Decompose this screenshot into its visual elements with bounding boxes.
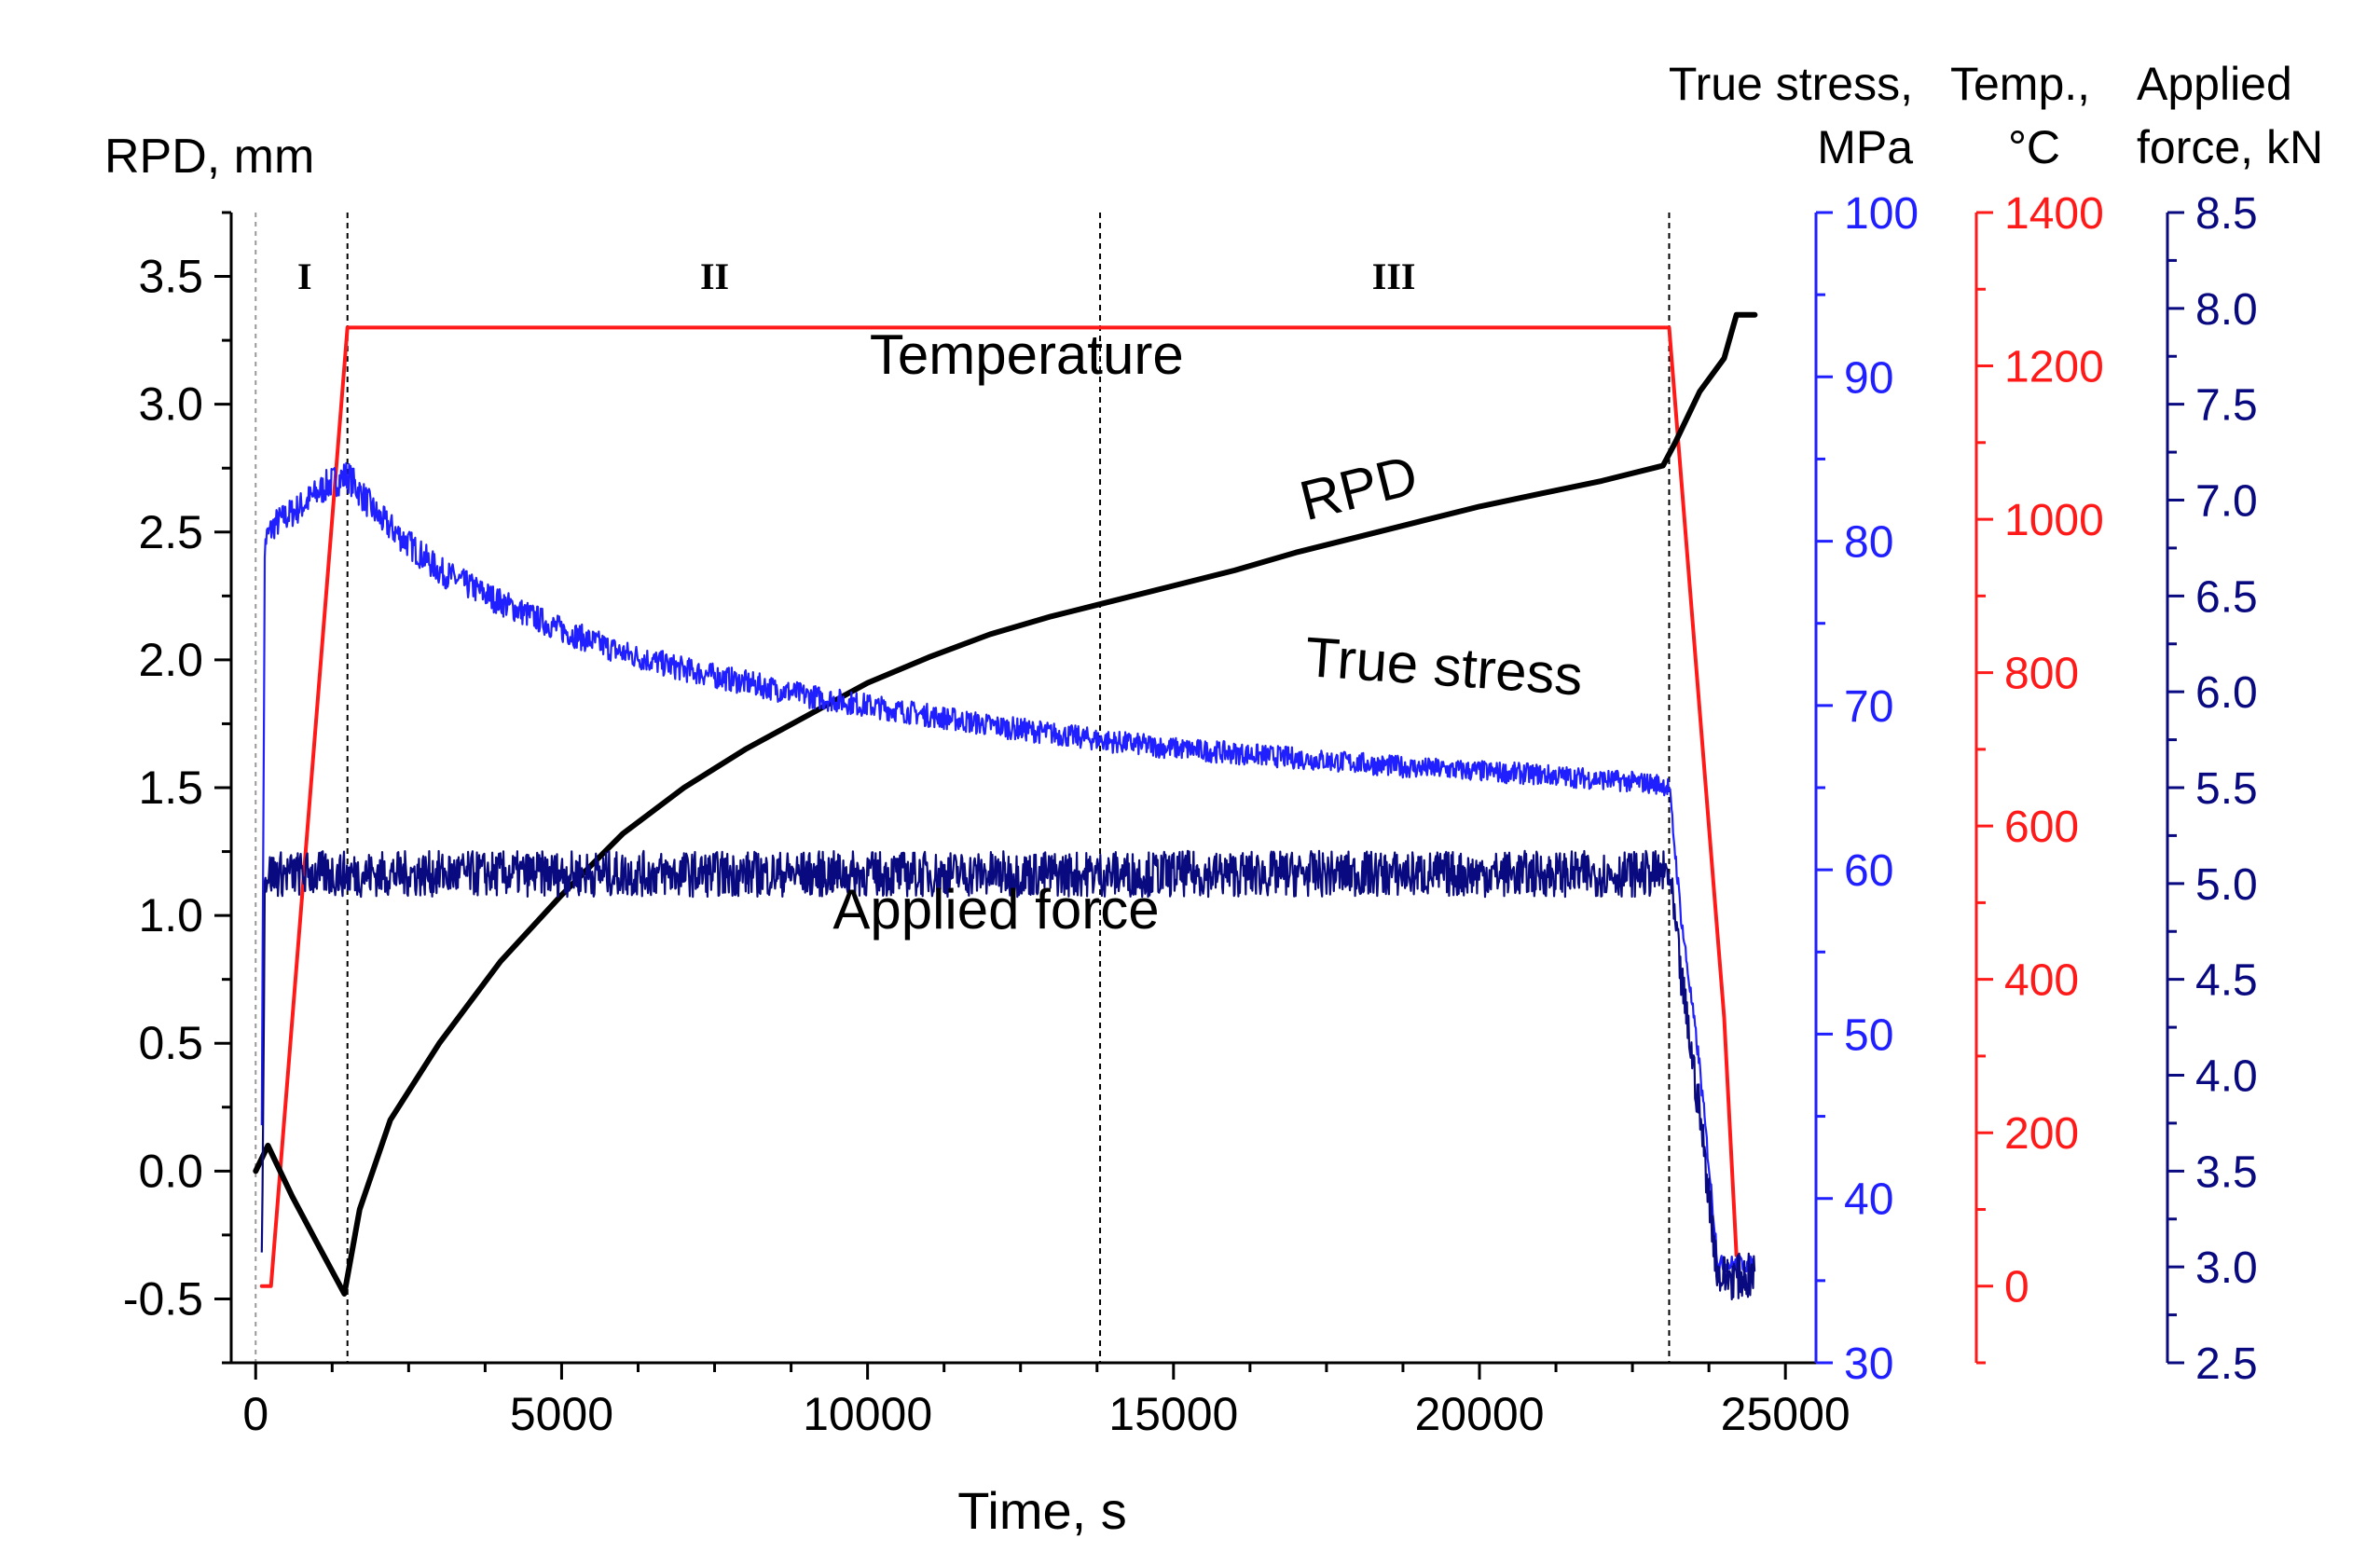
series-applied-force <box>260 849 1756 1301</box>
x-tick-label: 10000 <box>803 1388 932 1440</box>
force-tick-label: 3.0 <box>2195 1243 2258 1293</box>
temp-tick-label: 200 <box>2004 1109 2079 1159</box>
force-axis-title-line2: force, kN <box>2137 121 2323 173</box>
force-tick-label: 7.5 <box>2195 381 2258 431</box>
stress-tick-label: 70 <box>1844 682 1893 732</box>
rpd-tick-label: 3.0 <box>138 378 203 431</box>
stress-tick-label: 90 <box>1844 353 1893 403</box>
force-tick-label: 7.0 <box>2195 477 2258 527</box>
rpd-tick-label: 1.0 <box>138 889 203 941</box>
stress-tick-label: 50 <box>1844 1010 1893 1060</box>
series-true-stress <box>260 461 1756 1274</box>
temp-tick-label: 600 <box>2004 803 2079 852</box>
x-tick-label: 0 <box>242 1388 268 1440</box>
force-tick-label: 4.5 <box>2195 956 2258 1006</box>
stage-label-II: II <box>700 255 729 297</box>
x-tick-label: 15000 <box>1108 1388 1238 1440</box>
force-tick-label: 2.5 <box>2195 1339 2258 1389</box>
x-tick-label: 5000 <box>510 1388 613 1440</box>
rpd-tick-label: 1.5 <box>138 762 203 814</box>
annotation-temperature: Temperature <box>870 323 1184 386</box>
temp-tick-label: 0 <box>2004 1263 2029 1312</box>
stress-tick-label: 60 <box>1844 846 1893 896</box>
force-tick-label: 5.5 <box>2195 764 2258 814</box>
force-tick-label: 8.5 <box>2195 189 2258 239</box>
x-tick-label: 20000 <box>1414 1388 1544 1440</box>
rpd-tick-label: 3.5 <box>138 251 203 303</box>
rpd-tick-label: 2.0 <box>138 634 203 686</box>
force-tick-label: 3.5 <box>2195 1147 2258 1197</box>
force-axis-title-line1: Applied <box>2137 58 2292 110</box>
rpd-tick-label: 0.0 <box>138 1145 203 1197</box>
stress-tick-label: 80 <box>1844 518 1893 568</box>
stress-tick-label: 100 <box>1844 189 1919 239</box>
rpd-tick-label: 2.5 <box>138 506 203 558</box>
stage-label-III: III <box>1372 255 1416 297</box>
temp-axis-title-line1: Temp., <box>1950 58 2090 110</box>
force-tick-label: 4.0 <box>2195 1052 2258 1102</box>
plot-area <box>253 213 1758 1363</box>
temp-tick-label: 800 <box>2004 650 2079 699</box>
temp-tick-label: 1000 <box>2004 496 2104 545</box>
rpd-tick-label: 0.5 <box>138 1017 203 1069</box>
temp-tick-label: 400 <box>2004 956 2079 1006</box>
x-tick-label: 25000 <box>1721 1388 1850 1440</box>
rpd-axis-title: RPD, mm <box>104 130 314 184</box>
force-tick-label: 8.0 <box>2195 285 2258 335</box>
temp-axis-title-line2: °C <box>2008 121 2060 173</box>
x-axis-title: Time, s <box>957 1481 1126 1540</box>
stage-label-I: I <box>297 255 312 297</box>
stress-tick-label: 30 <box>1844 1339 1893 1389</box>
rpd-tick-label: -0.5 <box>123 1272 203 1325</box>
stress-axis-title-line1: True stress, <box>1669 58 1913 110</box>
series-temperature <box>259 325 1739 1288</box>
stress-axis-title-line2: MPa <box>1817 121 1913 173</box>
force-tick-label: 6.5 <box>2195 572 2258 622</box>
force-tick-label: 5.0 <box>2195 860 2258 910</box>
annotation-applied-force: Applied force <box>832 878 1159 941</box>
temp-tick-label: 1400 <box>2004 189 2104 239</box>
series-rpd <box>253 311 1758 1297</box>
temp-tick-label: 1200 <box>2004 343 2104 392</box>
stress-tick-label: 40 <box>1844 1175 1893 1225</box>
force-tick-label: 6.0 <box>2195 668 2258 718</box>
axes <box>214 211 2184 1380</box>
